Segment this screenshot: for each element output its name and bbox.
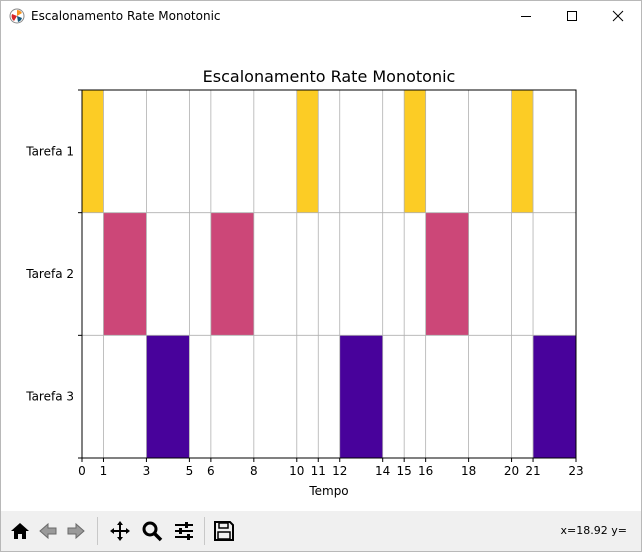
chart-title: Escalonamento Rate Monotonic [203,67,456,86]
bar-tarefa-1-3 [511,90,534,213]
save-button[interactable] [211,518,237,544]
toolbar-separator [204,517,205,545]
save-icon [214,521,234,541]
cursor-coordinates: x=18.92 y= [560,524,627,537]
x-tick-label: 20 [504,464,519,478]
home-icon [11,523,29,539]
bar-tarefa-2-2 [425,212,469,336]
x-tick-label: 11 [311,464,326,478]
back-button[interactable] [35,518,61,544]
maximize-button[interactable] [549,1,595,31]
bar-tarefa-1-2 [404,90,426,213]
x-tick-label: 14 [375,464,390,478]
home-button[interactable] [7,518,33,544]
toolbar-separator [97,517,98,545]
minimize-icon [521,16,531,17]
y-category-label: Tarefa 3 [25,390,74,404]
bar-tarefa-3-0 [146,335,190,458]
x-tick-label: 21 [525,464,540,478]
zoom-button[interactable] [139,518,165,544]
close-button[interactable] [595,1,641,31]
bar-tarefa-1-1 [296,90,319,213]
bar-tarefa-1-0 [82,90,104,213]
figure-canvas[interactable]: Escalonamento Rate Monotonic 0 1 3 5 6 8 10 11 12… [1,32,641,510]
matplotlib-logo-icon [9,8,25,24]
y-category-label: Tarefa 2 [25,267,74,281]
zoom-icon [142,521,163,542]
bar-tarefa-3-2 [533,335,576,458]
navigation-toolbar: x=18.92 y= [1,511,641,551]
x-tick-label: 12 [332,464,347,478]
bar-tarefa-3-1 [339,335,383,458]
maximize-icon [567,11,577,21]
x-tick-label: 8 [250,464,258,478]
pan-button[interactable] [107,518,133,544]
forward-button[interactable] [63,518,89,544]
pan-icon [110,521,130,541]
window-title: Escalonamento Rate Monotonic [31,9,221,23]
configure-subplots-button[interactable] [171,518,197,544]
x-tick-label: 0 [78,464,86,478]
forward-icon [67,522,85,540]
y-category-label: Tarefa 1 [25,144,74,158]
x-tick-label: 15 [397,464,412,478]
x-tick-label: 10 [289,464,304,478]
close-icon [612,10,624,22]
x-tick-label: 1 [100,464,108,478]
back-icon [39,522,57,540]
x-axis-label: Tempo [308,484,348,498]
x-tick-label: 23 [568,464,583,478]
bar-tarefa-2-0 [103,212,147,336]
x-tick-label: 6 [207,464,215,478]
configure-subplots-icon [175,522,193,540]
title-bar[interactable]: Escalonamento Rate Monotonic [1,1,641,31]
axes-frame [81,89,577,459]
gantt-chart: Escalonamento Rate Monotonic 0 1 3 5 6 8 10 11 12… [25,67,583,498]
x-tick-label: 18 [461,464,476,478]
x-tick-label: 5 [186,464,194,478]
x-tick-label: 16 [418,464,433,478]
bar-tarefa-2-1 [210,212,254,336]
minimize-button[interactable] [503,1,549,31]
x-tick-label: 3 [143,464,151,478]
